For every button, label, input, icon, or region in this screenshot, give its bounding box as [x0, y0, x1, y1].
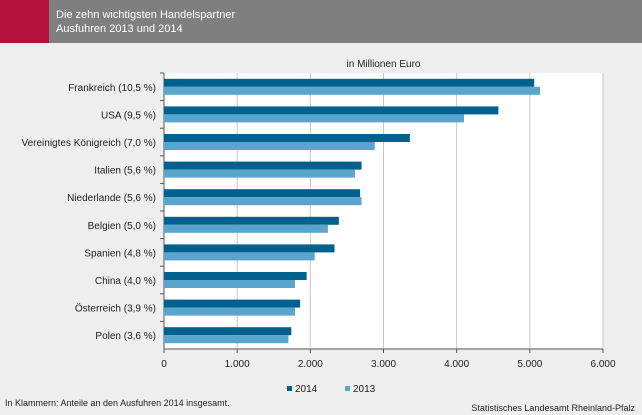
category-label: USA (9,5 %) — [101, 110, 156, 121]
category-label: Vereinigtes Königreich (7,0 %) — [21, 138, 156, 149]
bar-2014 — [164, 161, 362, 170]
x-tick-label: 1.000 — [225, 359, 250, 370]
bar-2013 — [164, 307, 295, 316]
category-label: Polen (3,6 %) — [95, 331, 156, 342]
legend-label-2014: 2014 — [295, 384, 318, 395]
category-label: Belgien (5,0 %) — [88, 221, 156, 232]
bar-2014 — [164, 78, 535, 87]
brand-accent-block — [0, 0, 49, 43]
header-band — [0, 0, 642, 43]
bar-2014 — [164, 216, 339, 225]
bar-2013 — [164, 86, 541, 95]
x-tick-label: 2.000 — [298, 359, 323, 370]
chart-title: Die zehn wichtigsten Handelspartner — [56, 9, 236, 21]
bar-2013 — [164, 142, 375, 150]
category-label: China (4,0 %) — [95, 276, 156, 287]
category-label: Frankreich (10,5 %) — [68, 83, 156, 94]
bar-2014 — [164, 272, 307, 280]
bar-2013 — [164, 197, 362, 206]
x-tick-label: 4.000 — [444, 359, 469, 370]
legend-label-2013: 2013 — [353, 384, 376, 395]
bar-2014 — [164, 134, 410, 142]
bar-2013 — [164, 114, 464, 123]
bar-2013 — [164, 252, 315, 261]
bar-2014 — [164, 299, 301, 308]
bar-2014 — [164, 327, 292, 336]
bar-2014 — [164, 244, 335, 253]
category-label: Italien (5,6 %) — [94, 166, 156, 177]
source-credit: Statistisches Landesamt Rheinland-Pfalz — [471, 403, 635, 413]
unit-label: in Millionen Euro — [347, 59, 421, 70]
bar-2013 — [164, 280, 295, 288]
bar-2014 — [164, 106, 499, 115]
x-tick-label: 5.000 — [517, 359, 542, 370]
footnote: In Klammern: Anteile an den Ausfuhren 20… — [5, 398, 230, 408]
category-label: Spanien (4,8 %) — [84, 248, 156, 259]
x-tick-label: 0 — [161, 359, 167, 370]
legend-swatch-2014 — [287, 386, 292, 391]
category-label: Niederlande (5,6 %) — [67, 193, 156, 204]
bar-2013 — [164, 224, 328, 233]
x-tick-label: 3.000 — [371, 359, 396, 370]
bar-2014 — [164, 189, 361, 198]
bar-2013 — [164, 335, 289, 344]
chart-subtitle: Ausfuhren 2013 und 2014 — [56, 23, 183, 35]
category-label: Österreich (3,9 %) — [75, 303, 156, 315]
legend-swatch-2013 — [345, 386, 350, 391]
bar-2013 — [164, 169, 355, 178]
x-tick-label: 6.000 — [590, 359, 615, 370]
